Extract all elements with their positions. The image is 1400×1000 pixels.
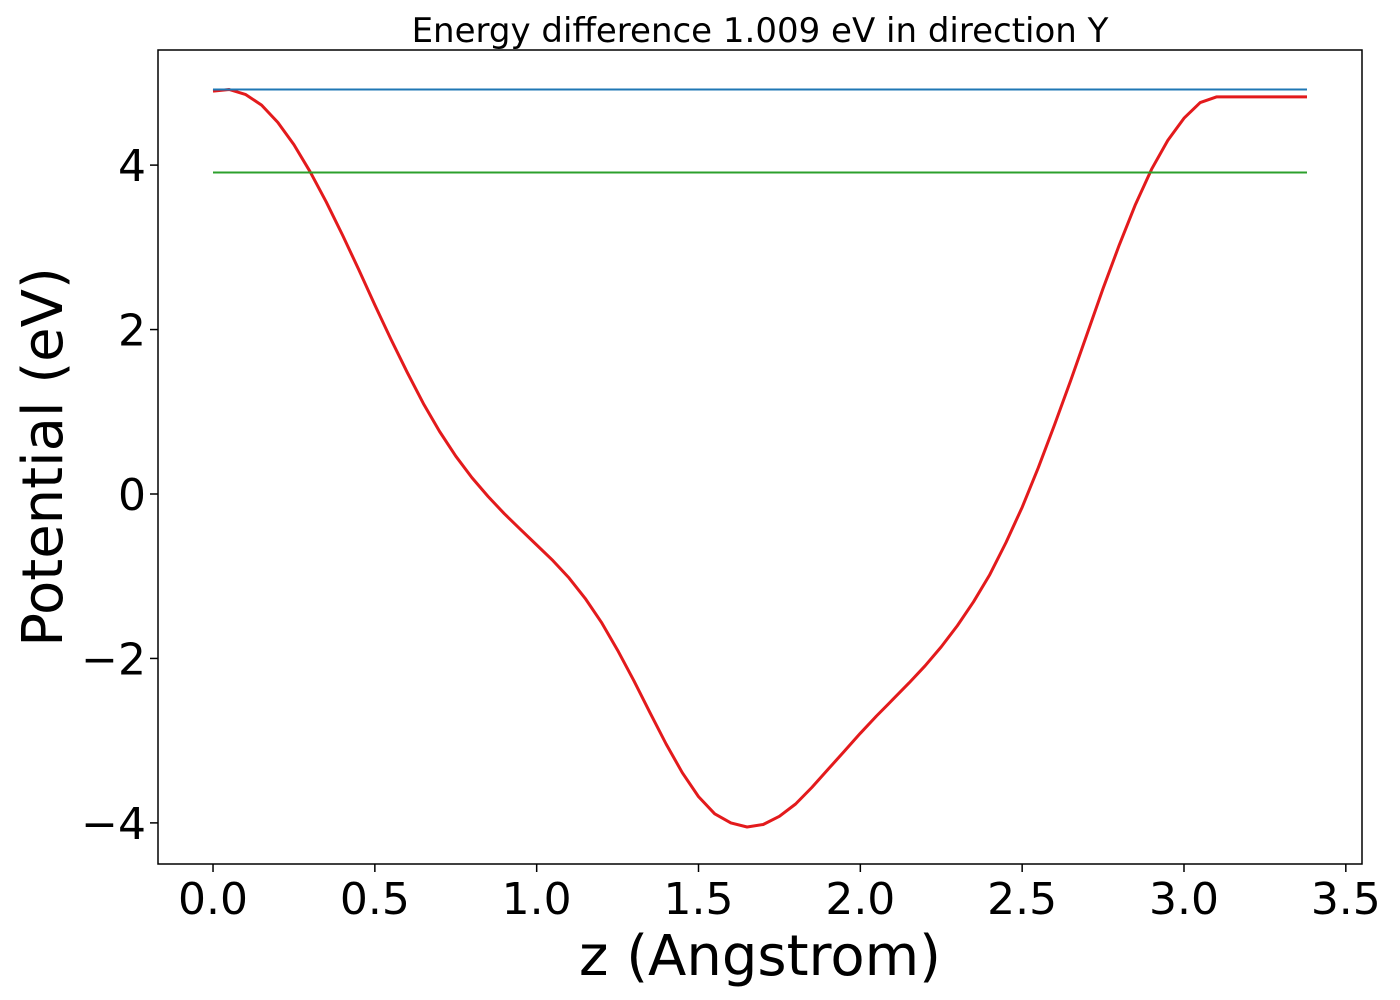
series-layer [212,88,1307,829]
y-axis-ticks: −4 −2 0 2 4 [81,141,158,850]
x-tick-label: 1.0 [502,874,572,925]
y-tick-label: 0 [118,470,146,521]
y-tick-label: −4 [81,799,146,850]
y-tick-label: −2 [81,634,146,685]
x-axis-ticks: 0.0 0.5 1.0 1.5 2.0 2.5 3.0 3.5 [178,864,1381,925]
x-tick-label: 3.5 [1311,874,1381,925]
x-tick-label: 2.0 [825,874,895,925]
chart-title: Energy difference 1.009 eV in direction … [412,11,1109,51]
x-axis-title: z (Angstrom) [579,924,941,989]
x-tick-label: 0.5 [340,874,410,925]
x-tick-label: 2.5 [987,874,1057,925]
y-axis-title: Potential (eV) [11,267,76,647]
series-line-potential [212,88,1307,829]
x-tick-label: 0.0 [178,874,248,925]
plot-frame [157,49,1363,865]
y-tick-label: 4 [118,141,146,192]
x-tick-label: 1.5 [664,874,734,925]
y-tick-label: 2 [118,306,146,357]
x-tick-label: 3.0 [1149,874,1219,925]
